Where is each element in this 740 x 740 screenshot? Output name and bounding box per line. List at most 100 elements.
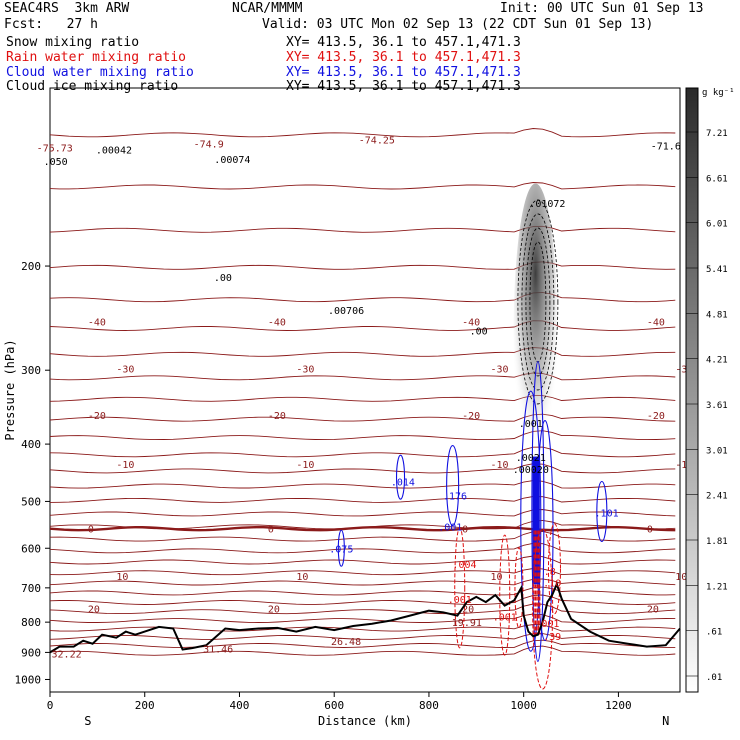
colorbar-tick-label: 3.61 (706, 401, 728, 411)
isotherm-label: -10 (491, 460, 509, 471)
colorbar-tick-label: 6.61 (706, 174, 728, 184)
theta-line (49, 542, 676, 554)
contour-value-label: .00 (214, 273, 232, 284)
colorbar-tick-label: .61 (706, 628, 722, 638)
isotherm-label: 0 (462, 525, 468, 536)
contour-value-label: .00706 (328, 306, 364, 317)
isotherm-label: 10 (296, 572, 308, 583)
theta-line (49, 594, 676, 605)
south-end-label: S (84, 714, 91, 728)
contour-value-label: .10 (543, 579, 561, 590)
field-rain-xy: XY= 413.5, 36.1 to 457.1,471.3 (286, 50, 521, 65)
colorbar-tick-label: 1.81 (706, 537, 728, 547)
isotherm-label: -20 (88, 411, 106, 422)
theta-line (49, 578, 676, 586)
theta-line (49, 496, 676, 503)
colorbar-tick-label: 2.41 (706, 492, 728, 502)
snow-contour (517, 199, 559, 405)
contour-value-label: .8 (544, 567, 556, 578)
field-rain-label: Rain water mixing ratio (6, 50, 187, 65)
theta-line (49, 645, 676, 656)
y-tick-label: 800 (21, 616, 41, 629)
field-cloudice-xy: XY= 413.5, 36.1 to 457.1,471.3 (286, 79, 521, 94)
contour-value-label: .004 (452, 560, 476, 571)
isotherm-label: -30 (675, 364, 693, 375)
contour-value-label: 31.46 (203, 644, 233, 655)
contour-value-label: -75.73 (37, 143, 73, 154)
theta-line (49, 463, 676, 474)
contour-value-label: .176 (443, 491, 467, 502)
colorbar-tick-label: 4.21 (706, 356, 728, 366)
cloud-water-contour (395, 454, 406, 500)
contour-value-label: .0021 (516, 453, 546, 464)
isotherm-label: -10 (296, 460, 314, 471)
cloud-water-contour (337, 529, 345, 567)
ice-plume-shading (513, 183, 558, 484)
y-tick-label: 700 (21, 582, 41, 595)
contour-value-label: .01072 (529, 199, 565, 210)
north-end-label: N (662, 714, 669, 728)
theta-line (49, 586, 676, 596)
theta-line (49, 320, 676, 331)
isotherm-label: 0 (647, 525, 653, 536)
theta-line (49, 182, 676, 190)
isotherm-label: 20 (462, 604, 474, 615)
colorbar-tick-label: 1.21 (706, 582, 728, 592)
theta-line (49, 261, 676, 270)
y-tick-label: 500 (21, 495, 41, 508)
contour-value-label: 26.48 (331, 637, 361, 648)
init-time: Init: 00 UTC Sun 01 Sep 13 (500, 1, 704, 16)
contour-value-label: .001 (448, 595, 472, 606)
theta-line (49, 413, 676, 422)
y-axis-title: Pressure (hPa) (3, 339, 17, 440)
isotherm-label: -40 (647, 317, 665, 328)
contour-value-label: .00042 (96, 145, 132, 156)
colorbar-units: g kg⁻¹ (702, 88, 735, 98)
isotherm-label: -30 (296, 364, 314, 375)
isotherm-label: -20 (462, 411, 480, 422)
contour-value-label: .101 (595, 508, 619, 519)
x-axis-title: Distance (km) (318, 714, 412, 728)
contour-value-label: .00 (470, 326, 488, 337)
organization-label: NCAR/MMMM (232, 1, 303, 16)
theta-line (49, 568, 676, 576)
y-tick-label: 300 (21, 364, 41, 377)
theta-line (49, 291, 676, 303)
contour-value-label: .001 (535, 619, 559, 630)
x-tick-label: 0 (47, 699, 54, 712)
x-tick-label: 800 (419, 699, 439, 712)
field-cloudice-label: Cloud ice mixing ratio (6, 79, 179, 94)
theta-line (49, 603, 676, 615)
snow-contour (521, 213, 555, 391)
isotherm-label: -40 (268, 317, 286, 328)
theta-line (49, 530, 676, 542)
y-tick-label: 600 (21, 542, 41, 555)
rain-contour (514, 547, 524, 629)
forecast-hour: Fcst: 27 h (4, 17, 98, 32)
isotherm-label: 20 (88, 604, 100, 615)
isotherm-label: 10 (675, 572, 687, 583)
field-cloudwater-xy: XY= 413.5, 36.1 to 457.1,471.3 (286, 65, 521, 80)
colorbar-tick-label: 3.01 (706, 446, 728, 456)
contour-value-label: .001 (438, 523, 462, 534)
x-tick-label: 400 (230, 699, 250, 712)
theta-line (49, 128, 676, 138)
y-tick-label: 1000 (15, 673, 42, 686)
x-tick-label: 1200 (605, 699, 632, 712)
isotherm-label: -40 (88, 317, 106, 328)
rain-contour (532, 528, 554, 690)
y-tick-label: 200 (21, 260, 41, 273)
contour-value-label: 19.91 (452, 618, 482, 629)
colorbar-tick-label: 4.81 (706, 310, 728, 320)
theta-line (49, 225, 676, 233)
field-snow-label: Snow mixing ratio (6, 35, 140, 50)
isotherm-label: -20 (268, 411, 286, 422)
colorbar-tick-label: 7.21 (706, 129, 728, 139)
theta-line (49, 347, 676, 357)
colorbar-tick-label: 5.41 (706, 265, 728, 275)
isotherm-label: -30 (116, 364, 134, 375)
terrain-line (49, 581, 681, 654)
isotherm-label: -10 (675, 460, 693, 471)
field-cloudwater-label: Cloud water mixing ratio (6, 65, 194, 80)
